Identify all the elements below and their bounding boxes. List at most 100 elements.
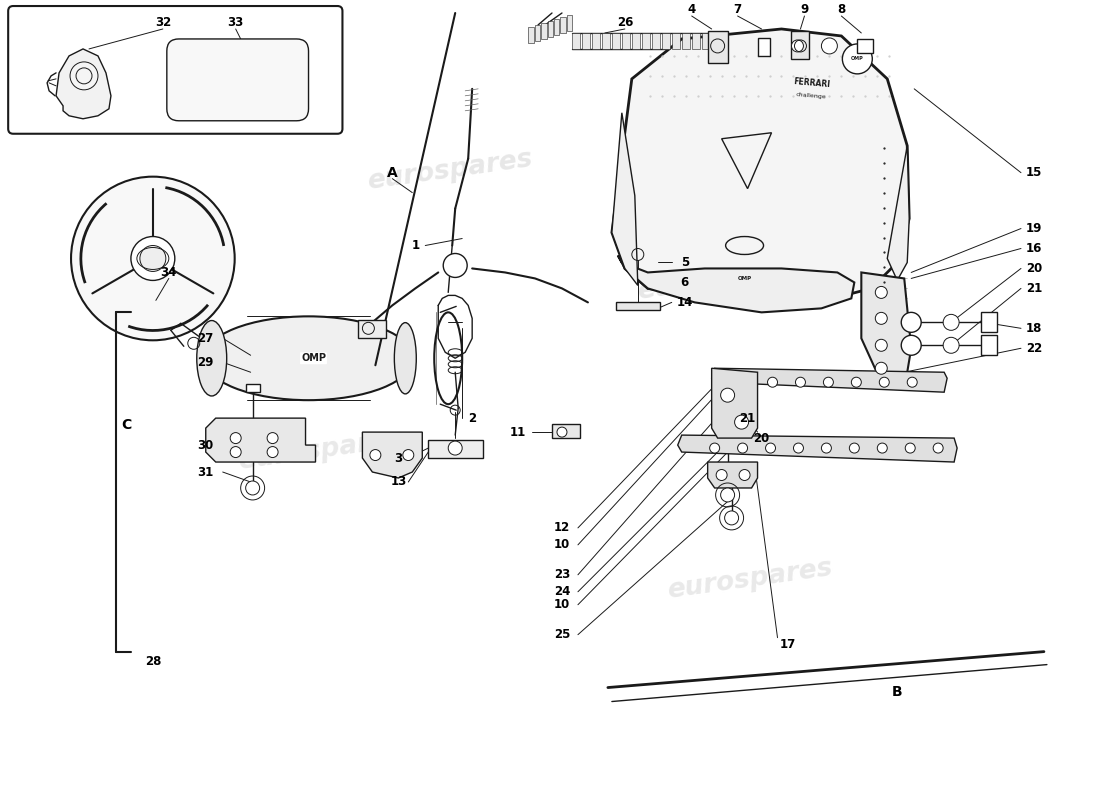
Polygon shape	[888, 146, 910, 281]
Polygon shape	[206, 418, 316, 462]
Bar	[981, 312, 997, 332]
Circle shape	[245, 481, 260, 495]
Circle shape	[267, 446, 278, 458]
Bar	[561, 17, 566, 33]
Bar	[554, 19, 560, 35]
Text: 20: 20	[1026, 262, 1042, 275]
Bar	[572, 33, 581, 49]
Text: 20: 20	[754, 431, 770, 445]
Bar	[641, 33, 650, 49]
Bar	[541, 23, 547, 39]
Circle shape	[72, 177, 234, 340]
Bar	[359, 320, 386, 338]
Circle shape	[933, 443, 943, 453]
Circle shape	[267, 433, 278, 443]
Polygon shape	[612, 29, 910, 295]
Text: 6: 6	[681, 276, 689, 289]
Text: eurospares: eurospares	[666, 555, 834, 604]
Polygon shape	[861, 273, 911, 382]
FancyBboxPatch shape	[8, 6, 342, 134]
Text: 10: 10	[553, 538, 570, 551]
Circle shape	[739, 470, 750, 481]
Polygon shape	[707, 462, 758, 488]
Circle shape	[230, 446, 241, 458]
Text: 10: 10	[553, 598, 570, 611]
Bar	[592, 33, 601, 49]
Circle shape	[795, 378, 805, 387]
Text: C: C	[121, 418, 131, 432]
Ellipse shape	[394, 322, 416, 394]
Circle shape	[878, 443, 888, 453]
Circle shape	[140, 246, 166, 271]
Bar	[621, 33, 630, 49]
Circle shape	[793, 443, 803, 453]
Circle shape	[908, 378, 917, 387]
Text: 1: 1	[411, 239, 419, 252]
Bar	[792, 31, 810, 59]
Text: challenge: challenge	[796, 92, 827, 100]
Bar	[528, 27, 534, 43]
Circle shape	[876, 362, 888, 374]
Circle shape	[876, 286, 888, 298]
Bar	[428, 440, 483, 458]
Circle shape	[879, 378, 889, 387]
Bar	[707, 31, 727, 63]
Bar	[712, 33, 720, 49]
Polygon shape	[712, 368, 947, 392]
Text: 15: 15	[1026, 166, 1042, 179]
Circle shape	[230, 433, 241, 443]
Text: 23: 23	[553, 568, 570, 582]
Bar	[566, 15, 572, 31]
Text: B: B	[892, 685, 903, 698]
Polygon shape	[56, 49, 111, 118]
Text: eurospares: eurospares	[236, 426, 405, 474]
Circle shape	[901, 312, 921, 332]
Circle shape	[739, 378, 749, 387]
Circle shape	[851, 378, 861, 387]
Bar	[612, 33, 620, 49]
Text: 21: 21	[1026, 282, 1042, 295]
Bar	[552, 424, 580, 438]
Circle shape	[725, 511, 738, 525]
Text: 30: 30	[198, 438, 213, 451]
Bar	[631, 33, 640, 49]
Text: eurospares: eurospares	[636, 256, 804, 305]
Circle shape	[876, 312, 888, 324]
Circle shape	[901, 335, 921, 355]
Circle shape	[943, 338, 959, 354]
Circle shape	[403, 450, 414, 461]
Bar	[602, 33, 610, 49]
Text: 2: 2	[469, 412, 476, 425]
Circle shape	[443, 254, 468, 278]
Bar	[702, 33, 711, 49]
Bar	[692, 33, 701, 49]
Text: OMP: OMP	[737, 276, 751, 281]
Text: 31: 31	[198, 466, 213, 478]
Text: 28: 28	[145, 655, 161, 668]
Text: FERRARI: FERRARI	[793, 77, 830, 89]
Bar	[548, 21, 553, 37]
Text: 4: 4	[688, 2, 696, 15]
Bar	[616, 302, 660, 310]
Bar	[245, 384, 260, 392]
Ellipse shape	[197, 321, 227, 396]
Polygon shape	[362, 432, 422, 478]
Circle shape	[849, 443, 859, 453]
Circle shape	[738, 443, 748, 453]
Circle shape	[905, 443, 915, 453]
Circle shape	[131, 237, 175, 281]
Text: 5: 5	[681, 256, 689, 269]
Text: 17: 17	[780, 638, 795, 651]
Bar	[582, 33, 591, 49]
FancyBboxPatch shape	[167, 39, 308, 121]
Text: 32: 32	[155, 17, 170, 30]
Circle shape	[876, 339, 888, 351]
Circle shape	[792, 40, 803, 52]
Circle shape	[843, 44, 872, 74]
Circle shape	[710, 443, 719, 453]
Circle shape	[720, 388, 735, 402]
Text: 25: 25	[553, 628, 570, 641]
Circle shape	[716, 470, 727, 481]
Text: 22: 22	[1026, 342, 1042, 354]
Text: 7: 7	[734, 2, 741, 15]
